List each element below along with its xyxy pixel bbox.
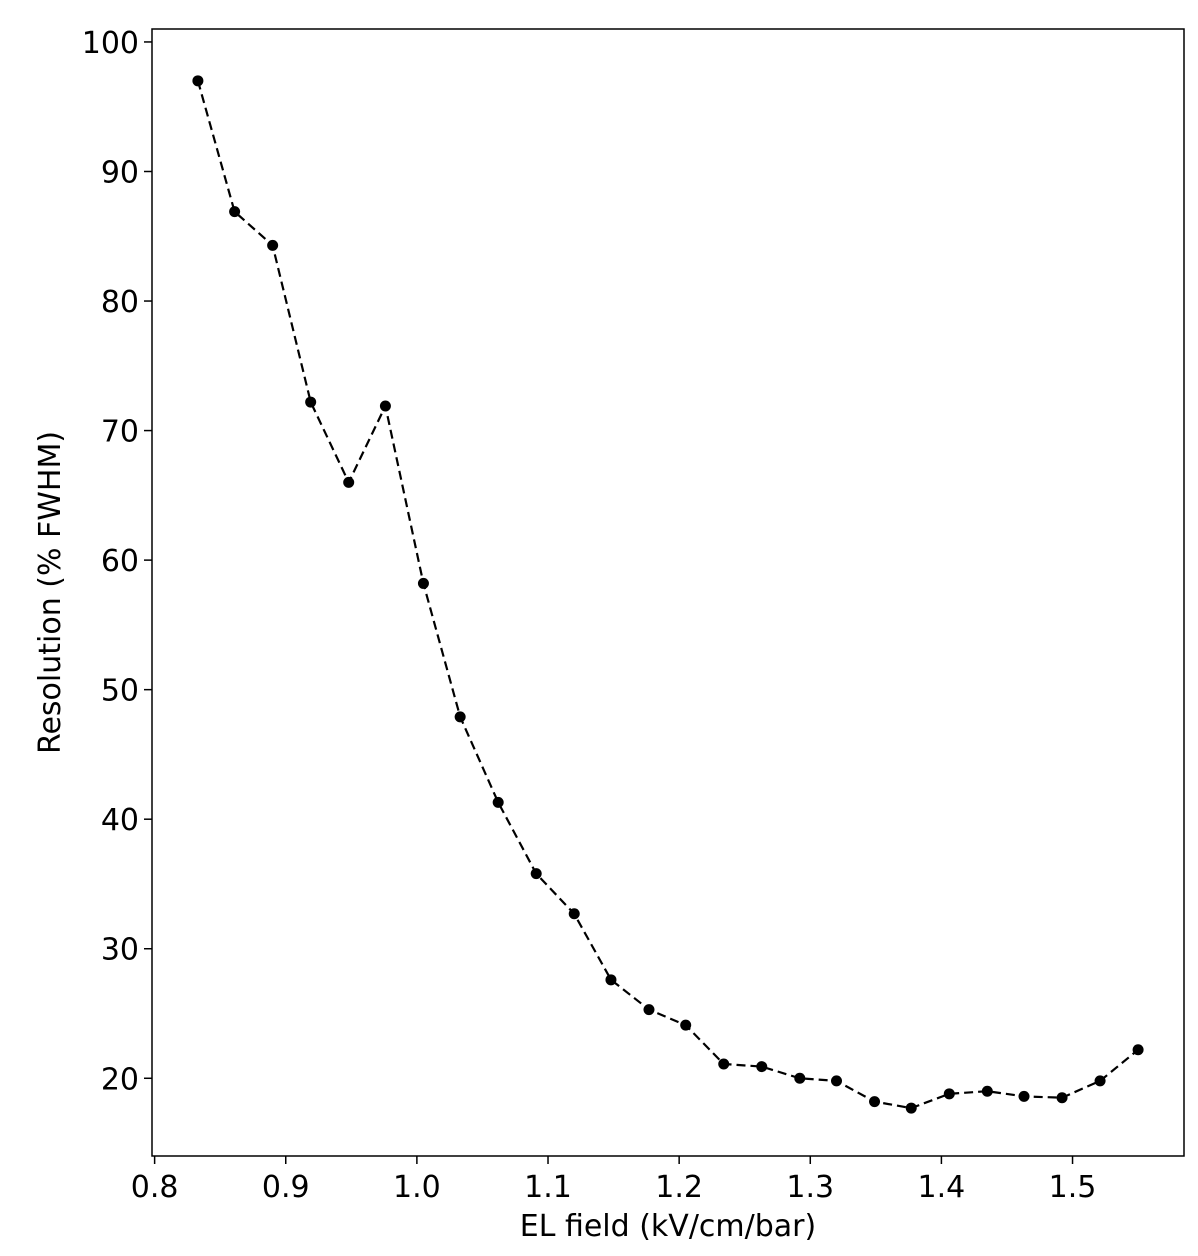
data-point	[1018, 1090, 1030, 1102]
x-tick-label: 1.1	[524, 1170, 572, 1205]
series-line	[196, 80, 1139, 1110]
y-axis-label: Resolution (% FWHM)	[33, 431, 68, 754]
series-layer	[192, 75, 1144, 1114]
y-tick-label: 80	[101, 285, 139, 320]
data-point	[831, 1075, 843, 1087]
data-point	[530, 868, 542, 880]
data-point	[756, 1061, 768, 1073]
data-point	[192, 75, 204, 87]
plot-frame	[151, 28, 1185, 1157]
data-point	[1132, 1044, 1144, 1056]
data-point	[680, 1019, 692, 1031]
x-tick-label: 1.2	[655, 1170, 703, 1205]
data-point	[605, 974, 617, 986]
y-tick-label: 100	[82, 26, 139, 61]
data-point	[943, 1088, 955, 1100]
data-point	[229, 206, 241, 218]
x-tick-label: 1.0	[393, 1170, 441, 1205]
y-tick-label: 60	[101, 544, 139, 579]
y-tick-label: 50	[101, 674, 139, 709]
data-point	[718, 1058, 730, 1070]
data-point	[492, 796, 504, 808]
x-axis-label: EL field (kV/cm/bar)	[520, 1209, 816, 1244]
data-point	[643, 1004, 655, 1016]
x-tick-label: 0.8	[131, 1170, 179, 1205]
x-tick-label: 1.5	[1049, 1170, 1097, 1205]
ticks-layer: 0.8 0.9 1.0 1.1 1.2 1.3 1.4 1.5 20 30 40 50 60 70 80 90…	[82, 26, 1097, 1205]
data-point	[343, 476, 355, 488]
x-tick-label: 0.9	[262, 1170, 310, 1205]
y-tick-label: 40	[101, 803, 139, 838]
x-tick-label: 1.3	[786, 1170, 834, 1205]
data-point	[1056, 1092, 1068, 1104]
data-point	[568, 908, 580, 920]
data-point	[454, 711, 466, 723]
data-point	[379, 400, 391, 412]
data-point	[305, 396, 317, 408]
data-point	[267, 239, 279, 251]
y-tick-label: 70	[101, 415, 139, 450]
data-point	[417, 577, 429, 589]
y-tick-label: 90	[101, 155, 139, 190]
data-point	[1094, 1075, 1106, 1087]
data-point	[869, 1096, 881, 1108]
y-tick-label: 30	[101, 933, 139, 968]
x-tick-label: 1.4	[918, 1170, 966, 1205]
y-tick-label: 20	[101, 1062, 139, 1097]
data-point	[905, 1102, 917, 1114]
data-point	[981, 1085, 993, 1097]
data-point	[794, 1072, 806, 1084]
